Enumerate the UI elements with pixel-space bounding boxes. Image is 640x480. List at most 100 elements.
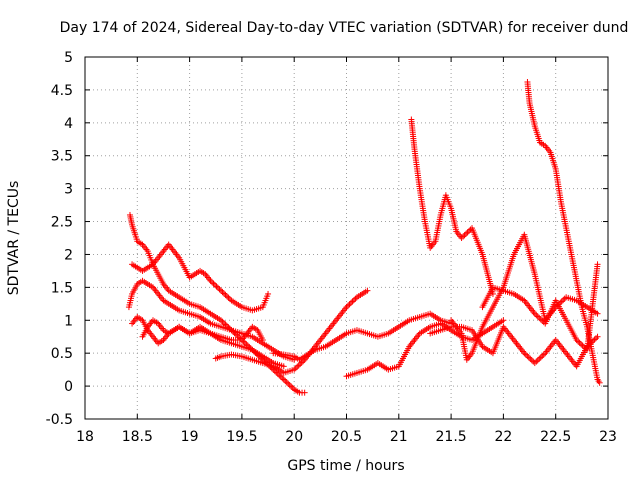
data-point bbox=[500, 317, 507, 324]
data-point bbox=[226, 296, 233, 303]
data-point bbox=[241, 339, 248, 346]
data-point bbox=[214, 284, 221, 291]
data-point bbox=[216, 286, 223, 293]
data-point bbox=[212, 282, 219, 289]
x-tick-label: 19 bbox=[181, 429, 199, 445]
data-point bbox=[596, 379, 603, 386]
data-point bbox=[533, 312, 540, 319]
data-point bbox=[531, 360, 538, 367]
data-point bbox=[531, 310, 538, 317]
data-point bbox=[213, 283, 220, 290]
data-point bbox=[280, 363, 287, 370]
y-tick-label: 1 bbox=[64, 313, 73, 329]
data-point bbox=[585, 342, 592, 349]
data-point bbox=[217, 317, 224, 324]
y-tick-label: -0.5 bbox=[46, 412, 73, 428]
data-point bbox=[524, 353, 531, 360]
data-point bbox=[346, 301, 353, 308]
data-point bbox=[461, 232, 468, 239]
data-point bbox=[534, 313, 541, 320]
y-tick-label: 5 bbox=[64, 50, 73, 66]
x-tick-label: 22 bbox=[494, 429, 512, 445]
data-point bbox=[584, 343, 591, 350]
data-point bbox=[286, 382, 293, 389]
data-point bbox=[285, 380, 292, 387]
data-point bbox=[289, 384, 296, 391]
data-point bbox=[464, 229, 471, 236]
x-tick-label: 18.5 bbox=[122, 429, 153, 445]
y-tick-labels: -0.5 0 0.5 1 1.5 2 2.5 3 3.5 4 4.5 5 bbox=[46, 50, 73, 428]
data-point bbox=[460, 233, 467, 240]
data-point bbox=[217, 287, 224, 294]
data-point bbox=[537, 316, 544, 323]
data-point bbox=[575, 338, 582, 345]
data-point bbox=[537, 354, 544, 361]
data-point bbox=[344, 302, 351, 309]
data-point bbox=[219, 318, 226, 325]
data-point bbox=[525, 354, 532, 361]
data-point bbox=[587, 340, 594, 347]
data-point bbox=[301, 389, 308, 396]
data-point bbox=[347, 299, 354, 306]
data-point bbox=[593, 335, 600, 342]
y-tick-label: 1.5 bbox=[51, 280, 73, 296]
x-tick-label: 21.5 bbox=[436, 429, 467, 445]
y-axis-label: SDTVAR / TECUs bbox=[6, 181, 22, 296]
data-point bbox=[209, 279, 216, 286]
y-tick-label: 4.5 bbox=[51, 83, 73, 99]
data-point bbox=[235, 334, 242, 341]
data-point bbox=[579, 342, 586, 349]
data-point bbox=[222, 291, 229, 298]
x-tick-label: 21 bbox=[390, 429, 408, 445]
data-point bbox=[210, 280, 217, 287]
y-tick-label: 3.5 bbox=[51, 149, 73, 165]
data-point bbox=[282, 377, 289, 384]
data-point bbox=[588, 339, 595, 346]
data-point bbox=[576, 339, 583, 346]
x-axis-label: GPS time / hours bbox=[287, 458, 404, 474]
data-point bbox=[219, 289, 226, 296]
data-point bbox=[558, 298, 565, 305]
data-point bbox=[349, 298, 356, 305]
data-point bbox=[223, 293, 230, 300]
x-tick-label: 20 bbox=[285, 429, 303, 445]
chart-title: Day 174 of 2024, Sidereal Day-to-day VTE… bbox=[60, 20, 629, 36]
data-point bbox=[283, 379, 290, 386]
x-tick-label: 18 bbox=[76, 429, 94, 445]
data-point bbox=[265, 290, 272, 297]
data-point bbox=[276, 372, 283, 379]
y-tick-label: 3 bbox=[64, 182, 73, 198]
data-point bbox=[458, 235, 465, 241]
data-point bbox=[279, 375, 286, 382]
y-tick-label: 4 bbox=[64, 116, 73, 132]
y-tick-label: 2.5 bbox=[51, 215, 73, 231]
x-tick-label: 19.5 bbox=[226, 429, 257, 445]
data-point bbox=[220, 290, 227, 297]
data-point bbox=[277, 373, 284, 380]
x-tick-label: 22.5 bbox=[540, 429, 571, 445]
data-point bbox=[594, 261, 601, 268]
data-point bbox=[220, 320, 227, 327]
data-point bbox=[294, 363, 301, 370]
data-point bbox=[343, 304, 350, 311]
data-point bbox=[560, 297, 567, 304]
data-point bbox=[295, 362, 302, 369]
data-point bbox=[536, 314, 543, 321]
data-point bbox=[259, 337, 266, 344]
data-point bbox=[364, 287, 371, 294]
data-point bbox=[522, 351, 529, 358]
y-tick-label: 2 bbox=[64, 247, 73, 263]
data-point bbox=[591, 336, 598, 343]
data-point bbox=[274, 370, 281, 377]
data-points bbox=[125, 79, 603, 396]
data-point bbox=[573, 337, 580, 344]
data-point bbox=[590, 337, 597, 344]
data-point bbox=[561, 295, 568, 302]
data-point bbox=[352, 295, 359, 302]
data-point bbox=[533, 358, 540, 365]
x-tick-labels: 18 18.5 19 19.5 20 20.5 21 21.5 22 22.5 23 bbox=[76, 429, 617, 445]
data-point bbox=[594, 333, 601, 340]
data-point bbox=[350, 297, 357, 304]
data-point bbox=[466, 227, 473, 234]
